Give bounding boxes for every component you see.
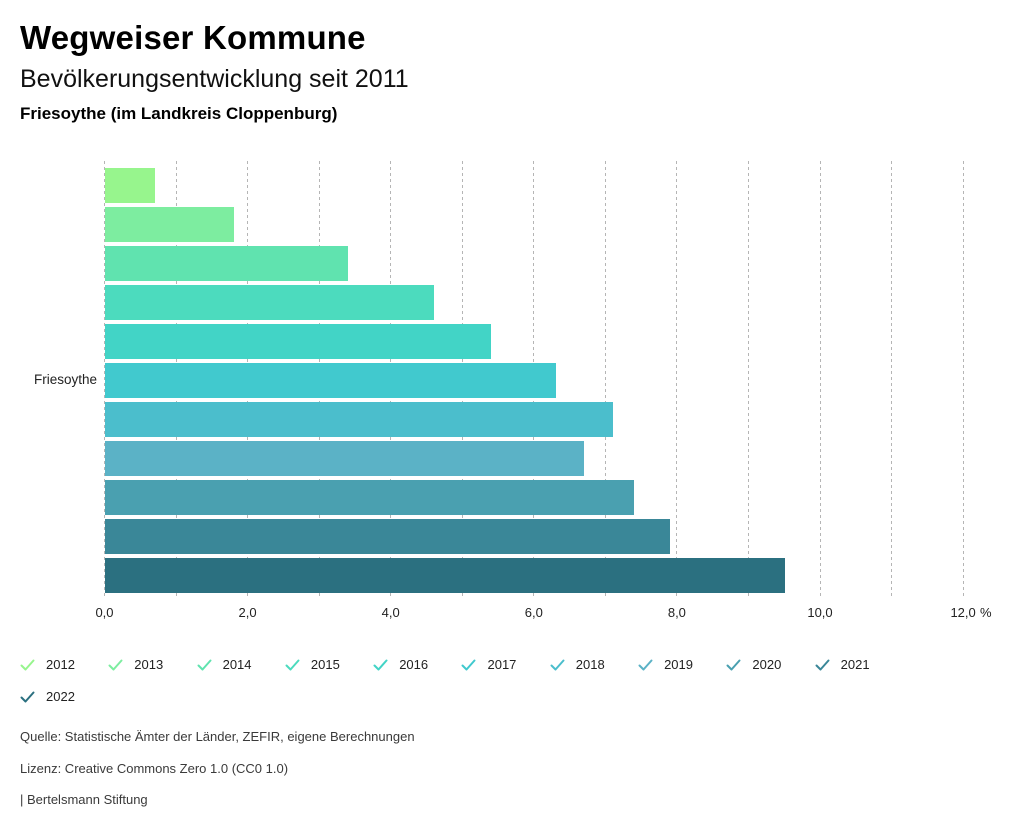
check-icon (815, 659, 830, 670)
x-tick-label-6,0: 6,0 (524, 605, 543, 620)
source-note: Quelle: Statistische Ämter der Länder, Z… (20, 729, 415, 744)
plot-area (104, 161, 1011, 598)
gridline-0 (104, 161, 105, 598)
legend-item-2016[interactable]: 2016 (373, 657, 461, 672)
bar-2021[interactable] (105, 519, 671, 554)
x-tick-label-2,0: 2,0 (238, 605, 257, 620)
legend-row-1: 2012 2013 2014 2015 2016 2017 2018 2019 2020 2021 (20, 657, 903, 672)
x-axis: % 0,0 2,0 4,0 6,0 8,0 10,0 12,0 (95, 605, 1024, 625)
bar-2014[interactable] (105, 246, 349, 281)
check-icon (638, 659, 653, 670)
region-label: Friesoythe (im Landkreis Cloppenburg) (20, 104, 338, 123)
bar-2018[interactable] (105, 402, 613, 437)
gridline-8 (676, 161, 678, 598)
legend-year-label: 2017 (487, 657, 517, 672)
legend-item-2019[interactable]: 2019 (638, 657, 726, 672)
legend-item-2013[interactable]: 2013 (108, 657, 196, 672)
check-icon (726, 659, 741, 670)
page-title: Wegweiser Kommune (20, 19, 366, 56)
check-icon (197, 659, 212, 670)
check-icon (550, 659, 565, 670)
legend-item-2014[interactable]: 2014 (197, 657, 285, 672)
check-icon (373, 659, 388, 670)
legend-year-label: 2022 (46, 689, 75, 704)
y-axis-category-label: Friesoythe (33, 372, 97, 387)
check-icon (20, 659, 35, 670)
x-tick-label-12,0: 12,0 (950, 605, 976, 620)
legend-year-label: 2018 (575, 657, 605, 672)
bar-2012[interactable] (105, 168, 156, 203)
gridline-10 (819, 161, 821, 598)
legend-row-2: 2022 (20, 689, 108, 704)
x-tick-label-0,0: 0,0 (95, 605, 114, 620)
bar-2017[interactable] (105, 363, 556, 398)
legend-year-label: 2014 (222, 657, 252, 672)
legend-item-2012[interactable]: 2012 (20, 657, 108, 672)
bar-2015[interactable] (105, 285, 435, 320)
bar-2013[interactable] (105, 207, 234, 242)
legend-year-label: 2020 (752, 657, 782, 672)
check-icon (461, 659, 476, 670)
x-tick-label-4,0: 4,0 (381, 605, 400, 620)
gridline-7 (604, 161, 606, 598)
legend-year-label: 2019 (664, 657, 693, 672)
legend-item-2021[interactable]: 2021 (815, 657, 903, 672)
check-icon (285, 659, 300, 670)
chart-subtitle: Bevölkerungsentwicklung seit 2011 (20, 65, 409, 93)
bar-2019[interactable] (105, 441, 585, 476)
legend-year-label: 2013 (134, 657, 164, 672)
legend-item-2017[interactable]: 2017 (461, 657, 549, 672)
legend-year-label: 2012 (46, 657, 75, 672)
bar-2016[interactable] (105, 324, 492, 359)
license-note: Lizenz: Creative Commons Zero 1.0 (CC0 1… (20, 761, 289, 776)
bar-2022[interactable] (105, 558, 785, 593)
legend-year-label: 2021 (840, 657, 870, 672)
x-tick-label-10,0: 10,0 (807, 605, 833, 620)
legend-item-2020[interactable]: 2020 (726, 657, 814, 672)
x-tick-label-8,0: 8,0 (667, 605, 686, 620)
legend-year-label: 2016 (399, 657, 429, 672)
gridline-12 (962, 161, 964, 598)
gridline-9 (747, 161, 749, 598)
attribution-note: | Bertelsmann Stiftung (20, 792, 148, 807)
gridline-11 (891, 161, 893, 598)
legend-item-2018[interactable]: 2018 (550, 657, 638, 672)
legend-year-label: 2015 (310, 657, 340, 672)
x-axis-unit-label: % (980, 605, 992, 620)
check-icon (20, 691, 35, 702)
check-icon (108, 659, 123, 670)
legend-item-2015[interactable]: 2015 (285, 657, 373, 672)
bar-2020[interactable] (105, 480, 635, 515)
legend-item-2022[interactable]: 2022 (20, 689, 108, 704)
